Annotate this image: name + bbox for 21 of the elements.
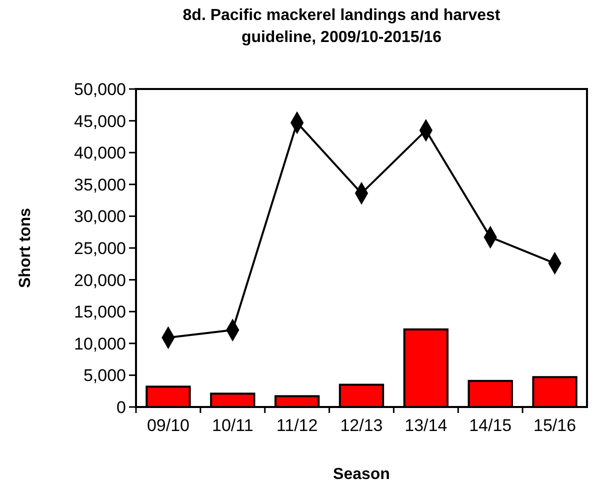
y-tick-label: 15,000 xyxy=(74,302,126,322)
x-axis-title: Season xyxy=(333,466,390,483)
chart-title: 8d. Pacific mackerel landings and harvest guideline, 2009/10-2015/16 xyxy=(182,7,501,46)
y-tick-label: 25,000 xyxy=(74,238,126,258)
x-tick-label: 11/12 xyxy=(276,416,318,435)
y-tick-label: 30,000 xyxy=(74,207,126,226)
y-tick-label: 10,000 xyxy=(74,334,126,354)
x-tick-label: 10/11 xyxy=(212,416,254,435)
x-tick-label: 15/16 xyxy=(534,416,576,435)
x-tick-label: 13/14 xyxy=(404,416,448,435)
y-tick-label: 45,000 xyxy=(74,112,126,131)
y-tick-label: 0 xyxy=(116,398,126,417)
x-tick-label: 14/15 xyxy=(469,416,512,435)
y-tick-label: 35,000 xyxy=(74,175,126,194)
x-tick-label: 12/13 xyxy=(340,416,383,435)
y-tick-label: 5,000 xyxy=(83,366,126,386)
x-tick-label: 09/10 xyxy=(146,416,190,435)
y-tick-label: 40,000 xyxy=(74,144,126,163)
y-tick-label: 50,000 xyxy=(74,80,126,99)
y-axis-title: Short tons xyxy=(17,208,34,288)
y-tick-label: 20,000 xyxy=(74,270,126,290)
